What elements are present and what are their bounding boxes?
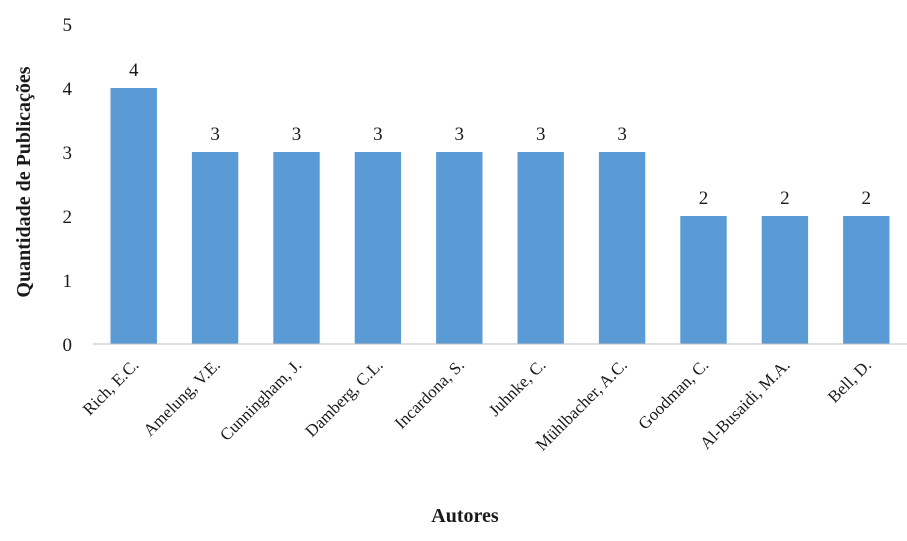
x-category-label: Incardona, S. — [391, 355, 468, 432]
bar — [598, 152, 646, 344]
y-tick-label: 4 — [63, 79, 73, 100]
bar — [843, 216, 890, 344]
bar-value-label: 4 — [129, 60, 139, 81]
bar — [680, 216, 727, 344]
bar-value-label: 2 — [699, 188, 709, 209]
y-tick-label: 0 — [63, 335, 73, 356]
bar-value-label: 3 — [455, 124, 465, 145]
x-category-label: Amelung, V.E. — [139, 355, 223, 439]
x-category-label: Juhnke, C. — [485, 355, 550, 420]
bar — [354, 152, 402, 344]
x-category-label: Damberg, C.L. — [301, 355, 386, 440]
bar — [517, 152, 564, 344]
y-tick-label: 2 — [63, 207, 73, 228]
y-tick-label: 1 — [63, 271, 73, 292]
x-axis-title: Autores — [431, 505, 499, 527]
bar-value-label: 3 — [617, 124, 627, 145]
bar — [273, 152, 320, 344]
bar-value-label: 3 — [292, 124, 302, 145]
y-tick-label: 5 — [63, 15, 73, 36]
bar-value-label: 2 — [780, 188, 790, 209]
bar — [436, 152, 483, 344]
x-category-label: Cunningham, J. — [216, 355, 305, 444]
bar-value-label: 2 — [862, 188, 872, 209]
x-category-label: Goodman, C. — [634, 355, 712, 433]
x-category-label: Rich, E.C. — [79, 355, 143, 419]
x-category-label: Bell, D. — [824, 355, 875, 406]
bar-value-label: 3 — [536, 124, 546, 145]
bar-value-label: 3 — [210, 124, 220, 145]
y-axis-title: Quantidade de Publicações — [13, 66, 35, 297]
bar — [191, 152, 239, 344]
bar — [110, 88, 157, 344]
bar — [761, 216, 809, 344]
bar-value-label: 3 — [373, 124, 383, 145]
y-tick-label: 3 — [63, 143, 73, 164]
